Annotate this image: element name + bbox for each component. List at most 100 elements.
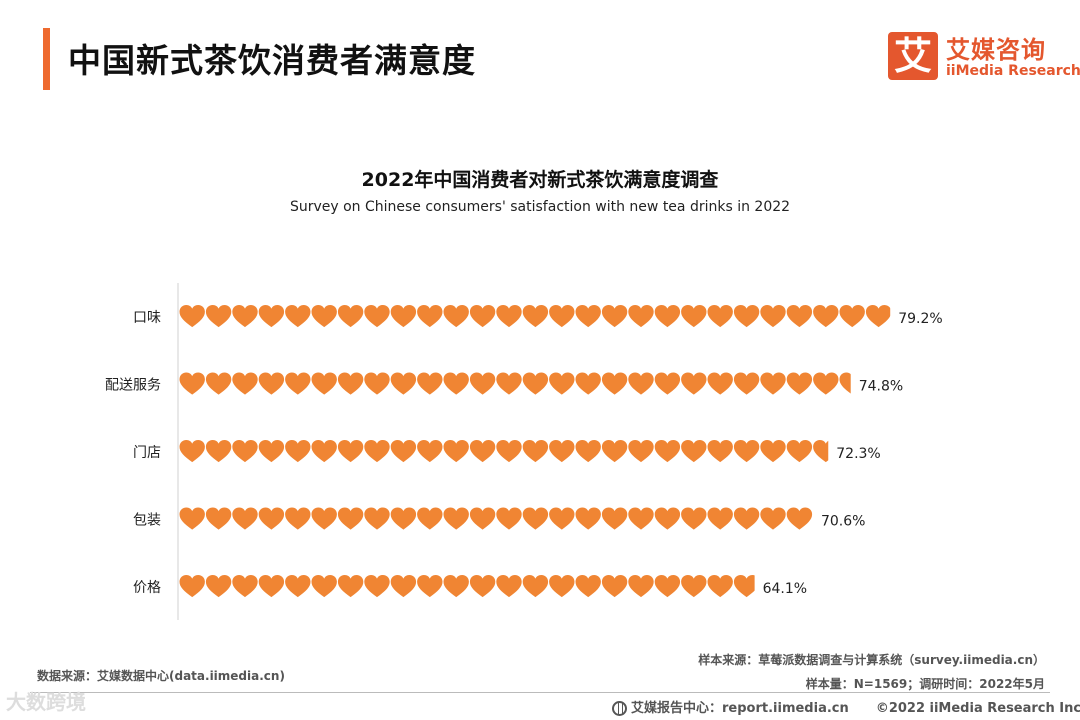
heart-mark (469, 575, 496, 598)
heart-mark (813, 372, 839, 395)
title-accent-bar (43, 28, 50, 90)
heart-mark (601, 440, 628, 463)
heart-mark (285, 575, 311, 598)
heart-mark (628, 507, 654, 530)
bar-3 (179, 440, 829, 463)
heart-mark (179, 507, 205, 530)
heart-mark (443, 507, 469, 530)
heart-mark (179, 440, 205, 463)
heart-mark (549, 507, 575, 530)
heart-mark (549, 372, 575, 395)
heart-mark (813, 440, 829, 463)
heart-mark (258, 507, 285, 530)
heart-mark (707, 507, 733, 530)
heart-mark (707, 372, 733, 395)
heart-mark (337, 305, 364, 328)
heart-mark (496, 507, 522, 530)
heart-mark (549, 305, 575, 328)
heart-mark (443, 575, 469, 598)
heart-mark (839, 305, 865, 328)
heart-mark (654, 575, 681, 598)
heart-mark (707, 305, 733, 328)
heart-mark (496, 305, 522, 328)
heart-mark (390, 305, 417, 328)
heart-mark (337, 507, 364, 530)
heart-mark (786, 305, 813, 328)
heart-mark (258, 305, 285, 328)
heart-mark (337, 440, 364, 463)
category-label: 门店 (133, 445, 161, 461)
heart-mark (337, 575, 364, 598)
category-label: 口味 (133, 310, 161, 326)
footer-bar: 艾媒报告中心：report.iimedia.cn ©2022 iiMedia R… (612, 697, 1080, 716)
heart-mark (786, 507, 813, 530)
heart-mark (311, 575, 337, 598)
bar-4 (179, 507, 813, 530)
heart-mark (443, 305, 469, 328)
heart-mark (417, 372, 443, 395)
heart-mark (337, 372, 364, 395)
heart-mark (575, 372, 601, 395)
heart-mark (601, 305, 628, 328)
heart-mark (417, 507, 443, 530)
heart-mark (733, 575, 755, 598)
heart-mark (364, 575, 390, 598)
heart-mark (390, 372, 417, 395)
heart-mark (258, 575, 285, 598)
heart-mark (496, 575, 522, 598)
heart-mark (786, 440, 813, 463)
heart-mark (232, 440, 258, 463)
heart-mark (205, 440, 232, 463)
watermark: 大数跨境 (6, 690, 86, 714)
report-center-link[interactable]: 艾媒报告中心：report.iimedia.cn (631, 701, 849, 716)
heart-mark (760, 440, 786, 463)
heart-mark (681, 305, 707, 328)
heart-mark (575, 507, 601, 530)
heart-mark (522, 575, 549, 598)
heart-mark (232, 372, 258, 395)
heart-mark (681, 372, 707, 395)
bar-1 (179, 305, 891, 328)
heart-mark (733, 507, 760, 530)
data-source: 数据来源：艾媒数据中心(data.iimedia.cn) (37, 669, 285, 683)
heart-mark (733, 440, 760, 463)
bar-2 (179, 372, 851, 395)
heart-mark (628, 575, 654, 598)
heart-mark (311, 305, 337, 328)
heart-mark (549, 575, 575, 598)
sample-source: 样本来源：草莓派数据调查与计算系统（survey.iimedia.cn） (698, 653, 1045, 667)
category-label: 价格 (133, 580, 161, 596)
heart-mark (522, 372, 549, 395)
heart-mark (232, 507, 258, 530)
heart-mark (575, 305, 601, 328)
heart-mark (285, 507, 311, 530)
heart-mark (469, 305, 496, 328)
heart-mark (601, 575, 628, 598)
heart-mark (469, 507, 496, 530)
heart-mark (760, 305, 786, 328)
bar-5 (179, 575, 755, 598)
heart-mark (390, 440, 417, 463)
heart-mark (232, 305, 258, 328)
heart-mark (285, 305, 311, 328)
chart-subtitle: Survey on Chinese consumers' satisfactio… (289, 199, 791, 215)
heart-mark (654, 440, 681, 463)
heart-mark (813, 305, 839, 328)
heart-mark (681, 440, 707, 463)
heart-mark (364, 507, 390, 530)
logo-mark: 艾 (888, 32, 938, 80)
brand-logo: 艾 艾媒咨询 iiMedia Research (888, 30, 1080, 82)
heart-mark (179, 575, 205, 598)
heart-mark (549, 440, 575, 463)
heart-mark (205, 372, 232, 395)
value-label: 64.1% (763, 581, 807, 597)
page-title: 中国新式茶饮消费者满意度 (68, 41, 476, 80)
heart-mark (575, 440, 601, 463)
heart-mark (443, 440, 469, 463)
heart-mark (707, 440, 733, 463)
heart-mark (469, 372, 496, 395)
heart-mark (601, 372, 628, 395)
heart-mark (707, 575, 733, 598)
heart-mark (364, 372, 390, 395)
